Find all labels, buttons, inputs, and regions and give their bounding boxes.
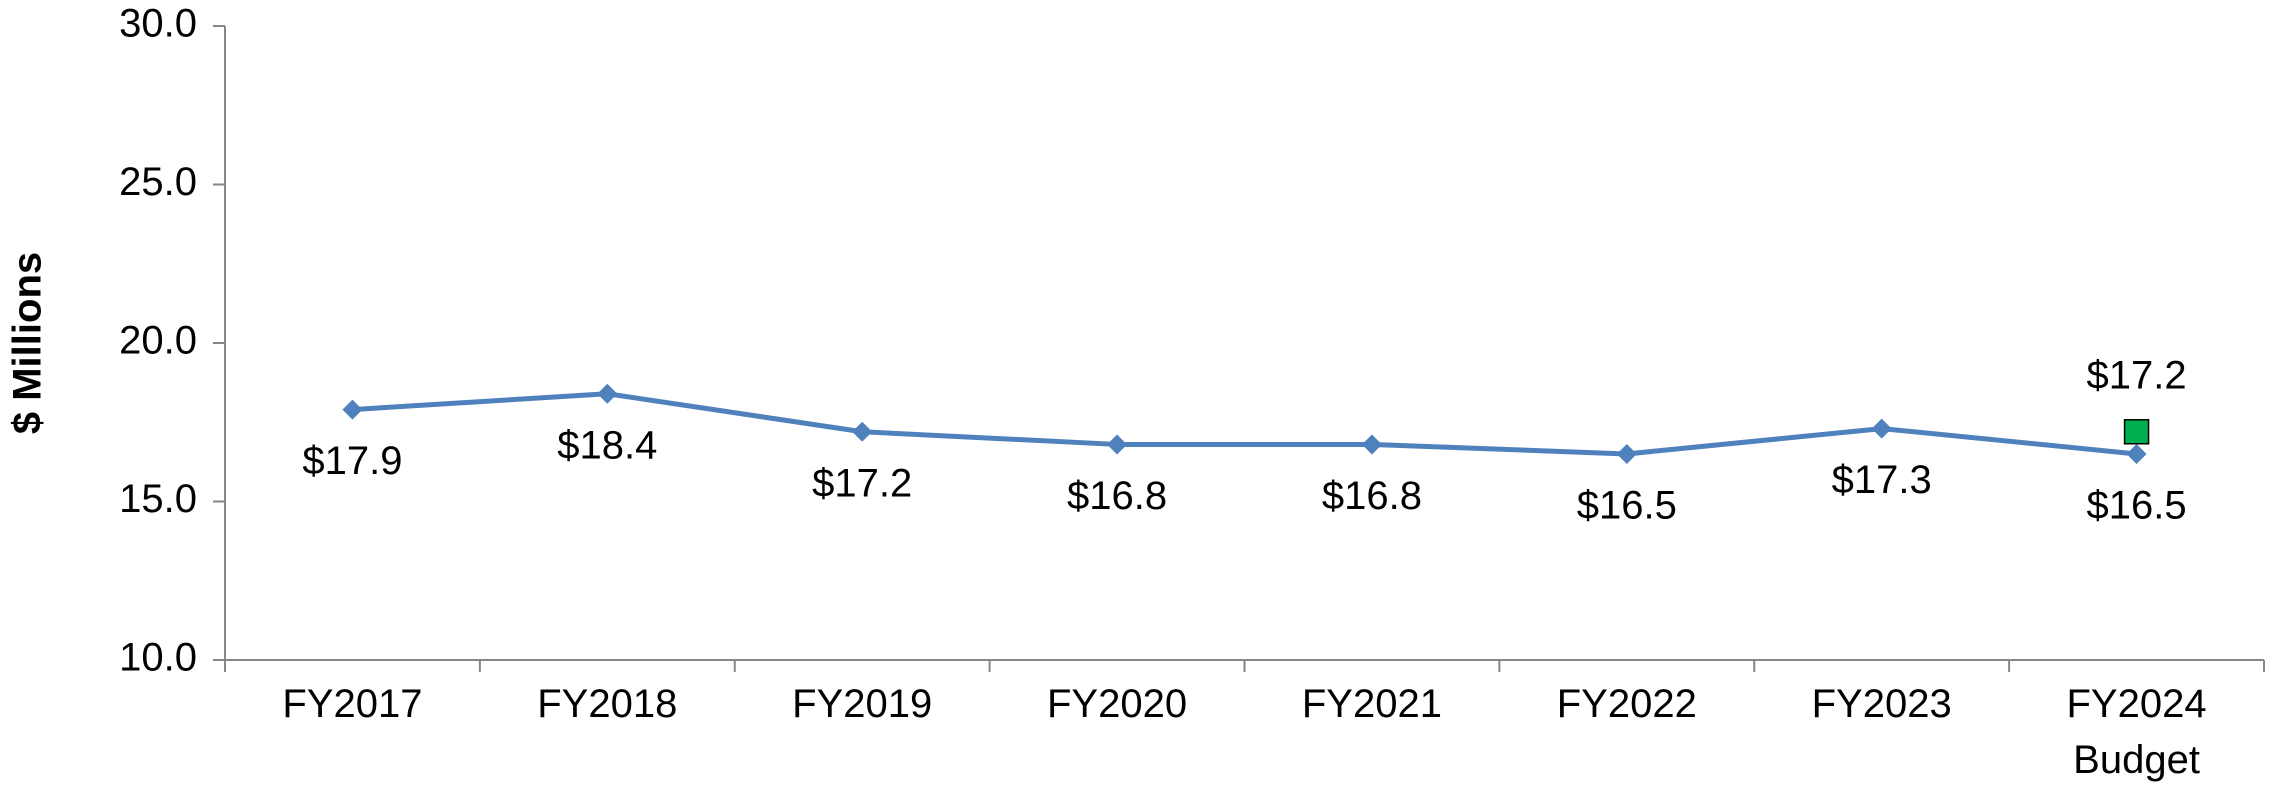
marker [342,399,363,420]
x-tick-label: FY2018 [537,682,678,726]
y-tick-label: 25.0 [119,160,197,204]
data-label: $17.2 [2087,353,2187,397]
x-tick-label: FY2017 [282,682,423,726]
marker [1361,434,1382,455]
y-tick-label: 30.0 [119,2,197,46]
data-label: $17.2 [812,461,912,505]
data-label: $16.5 [2087,484,2187,528]
x-tick-label: FY2024 Budget [2066,682,2207,782]
data-label: $16.5 [1577,484,1677,528]
y-axis-label: $ Millions [6,252,50,434]
x-tick-label: FY2019 [792,682,933,726]
y-tick-label: 20.0 [119,319,197,363]
data-label: $16.8 [1322,474,1422,518]
x-tick-label: FY2021 [1301,682,1442,726]
data-label: $17.3 [1832,458,1932,502]
marker [2126,443,2147,464]
marker [2123,419,2150,445]
series-line [352,391,2137,457]
data-label: $18.4 [557,423,657,467]
x-tick-label: FY2020 [1047,682,1188,726]
y-tick-label: 10.0 [119,636,197,680]
x-tick-label: FY2023 [1811,682,1952,726]
marker [1107,434,1128,455]
x-tick-label: FY2022 [1556,682,1697,726]
marker [1871,418,1892,439]
marker [597,383,618,404]
marker [852,421,873,442]
marker [1616,443,1637,464]
y-tick-label: 15.0 [119,477,197,521]
data-label: $17.9 [302,439,402,483]
data-label: $16.8 [1067,474,1167,518]
